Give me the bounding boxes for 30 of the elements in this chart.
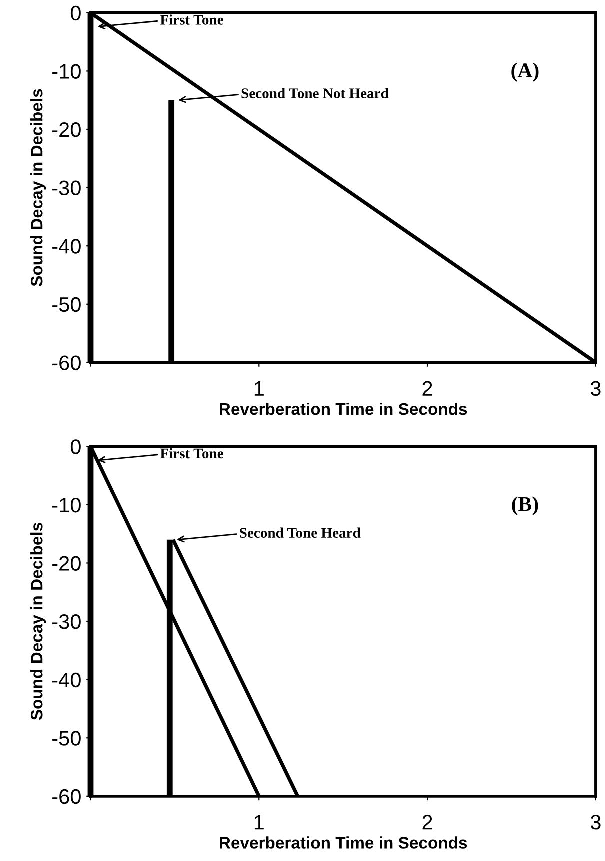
annotation: (A) (512, 62, 539, 82)
y-tick-label: -10 (52, 64, 81, 79)
x-tick-label: 3 (590, 381, 601, 396)
x-axis-title: Reverberation Time in Seconds (220, 402, 468, 416)
y-tick-label: -40 (52, 239, 81, 254)
y-tick-label: -20 (52, 556, 81, 571)
y-tick-label: -10 (52, 498, 81, 513)
y-tick-label: -30 (52, 614, 81, 630)
y-tick-label: 0 (70, 6, 81, 21)
y-axis-title: Sound Decay in Decibels (30, 523, 46, 720)
x-tick-label: 2 (422, 815, 432, 830)
annotation: Second Tone Not Heard (242, 88, 389, 98)
y-tick-label: 0 (70, 440, 81, 454)
y-tick-label: -40 (52, 672, 81, 688)
y-tick-label: -50 (52, 731, 81, 746)
annotation: First Tone (160, 14, 224, 25)
x-tick-label: 2 (422, 381, 432, 396)
annotation: (B) (512, 496, 538, 516)
annotation: Second Tone Heard (240, 528, 361, 538)
y-axis-title: Sound Decay in Decibels (30, 89, 46, 286)
x-tick-label: 3 (590, 815, 601, 830)
x-tick-label: 1 (254, 815, 264, 830)
x-axis-title: Reverberation Time in Seconds (220, 836, 468, 849)
x-tick-label: 1 (254, 382, 264, 396)
y-tick-label: -30 (52, 180, 81, 196)
y-tick-label: -50 (52, 297, 81, 312)
y-tick-label: -60 (52, 356, 81, 370)
annotation: First Tone (160, 448, 224, 459)
y-tick-label: -60 (52, 789, 81, 804)
y-tick-label: -20 (52, 122, 81, 138)
